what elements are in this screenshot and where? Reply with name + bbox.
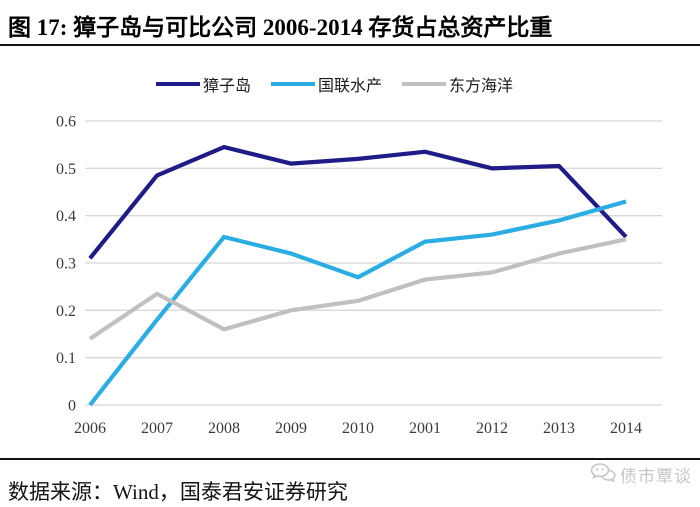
x-tick-label: 2001 (409, 420, 441, 437)
legend-label-0: 獐子岛 (203, 78, 252, 95)
series-line-2 (88, 237, 627, 341)
x-tick-label: 2012 (476, 420, 508, 437)
chat-bubbles-icon (590, 462, 616, 487)
x-tick-label: 2013 (543, 420, 575, 437)
x-tick-label: 2010 (342, 420, 374, 437)
y-tick-label: 0.5 (56, 161, 76, 178)
legend-label-2: 东方海洋 (449, 78, 514, 95)
x-tick-label: 2007 (141, 420, 173, 437)
x-tick-label: 2009 (275, 420, 307, 437)
x-tick-label: 2006 (74, 420, 106, 437)
y-tick-label: 0.3 (56, 256, 76, 273)
y-tick-label: 0.4 (56, 208, 76, 225)
x-tick-label: 2014 (610, 420, 642, 437)
x-tick-label: 2008 (208, 420, 240, 437)
y-tick-label: 0 (68, 398, 76, 415)
y-tick-label: 0.1 (56, 350, 76, 367)
legend-swatch-1 (271, 82, 316, 86)
series-line-1 (88, 199, 627, 407)
chart-legend: 獐子岛 国联水产 东方海洋 (156, 72, 533, 96)
y-tick-label: 0.6 (56, 114, 76, 131)
y-tick-label: 0.2 (56, 303, 76, 320)
legend-swatch-2 (402, 82, 447, 86)
legend-swatch-0 (156, 82, 200, 86)
series-line-0 (88, 144, 628, 260)
legend-label-1: 国联水产 (318, 78, 383, 95)
watermark-label: 债市覃谈 (620, 467, 692, 486)
bottom-divider (0, 458, 700, 460)
data-source: 数据来源：Wind，国泰君安证券研究 (8, 480, 348, 504)
title-divider (0, 44, 700, 46)
legend-item-1: 国联水产 (271, 72, 382, 96)
legend-item-0: 獐子岛 (156, 72, 251, 96)
figure-title: 图 17: 獐子岛与可比公司 2006-2014 存货占总资产比重 (8, 15, 553, 40)
watermark: 债市覃谈 (590, 462, 692, 487)
legend-item-2: 东方海洋 (402, 72, 513, 96)
